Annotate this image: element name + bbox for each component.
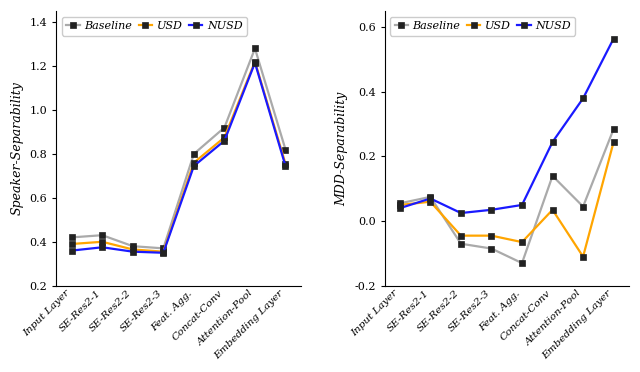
Baseline xyxy=(129,244,136,248)
Legend: Baseline, USD, NUSD: Baseline, USD, NUSD xyxy=(62,17,247,36)
Baseline xyxy=(251,46,259,51)
USD xyxy=(610,140,618,144)
NUSD xyxy=(518,203,526,207)
NUSD xyxy=(221,138,228,143)
Baseline xyxy=(190,152,198,156)
Baseline xyxy=(426,195,434,199)
Baseline xyxy=(221,125,228,130)
NUSD xyxy=(129,250,136,254)
Line: NUSD: NUSD xyxy=(397,36,616,216)
Line: NUSD: NUSD xyxy=(69,60,288,256)
Y-axis label: Speaker-Separability: Speaker-Separability xyxy=(11,81,24,215)
NUSD xyxy=(548,140,556,144)
Baseline xyxy=(548,174,556,178)
USD xyxy=(548,208,556,212)
Line: Baseline: Baseline xyxy=(69,46,288,251)
NUSD xyxy=(396,206,404,211)
NUSD xyxy=(190,164,198,168)
Line: USD: USD xyxy=(397,139,616,259)
USD xyxy=(579,254,587,259)
Baseline xyxy=(518,261,526,265)
USD xyxy=(488,233,495,238)
NUSD xyxy=(99,245,106,250)
Baseline xyxy=(488,246,495,251)
USD xyxy=(426,199,434,204)
NUSD xyxy=(68,248,76,253)
Baseline xyxy=(579,204,587,209)
Baseline xyxy=(396,201,404,206)
Baseline xyxy=(68,235,76,240)
Baseline xyxy=(99,233,106,237)
Legend: Baseline, USD, NUSD: Baseline, USD, NUSD xyxy=(390,17,575,36)
Baseline xyxy=(159,246,167,251)
Line: USD: USD xyxy=(69,59,288,254)
USD xyxy=(396,203,404,207)
USD xyxy=(221,135,228,140)
NUSD xyxy=(579,96,587,100)
Y-axis label: MDD-Separability: MDD-Separability xyxy=(335,91,349,206)
Baseline xyxy=(457,241,465,246)
NUSD xyxy=(488,208,495,212)
NUSD xyxy=(251,61,259,65)
NUSD xyxy=(282,164,289,168)
USD xyxy=(251,60,259,64)
USD xyxy=(159,250,167,254)
USD xyxy=(68,242,76,246)
USD xyxy=(190,160,198,165)
USD xyxy=(457,233,465,238)
NUSD xyxy=(426,196,434,201)
USD xyxy=(129,247,136,252)
NUSD xyxy=(610,36,618,41)
USD xyxy=(282,161,289,166)
USD xyxy=(99,240,106,244)
NUSD xyxy=(159,250,167,255)
NUSD xyxy=(457,211,465,215)
Line: Baseline: Baseline xyxy=(397,126,616,266)
USD xyxy=(518,240,526,244)
Baseline xyxy=(282,147,289,152)
Baseline xyxy=(610,127,618,131)
